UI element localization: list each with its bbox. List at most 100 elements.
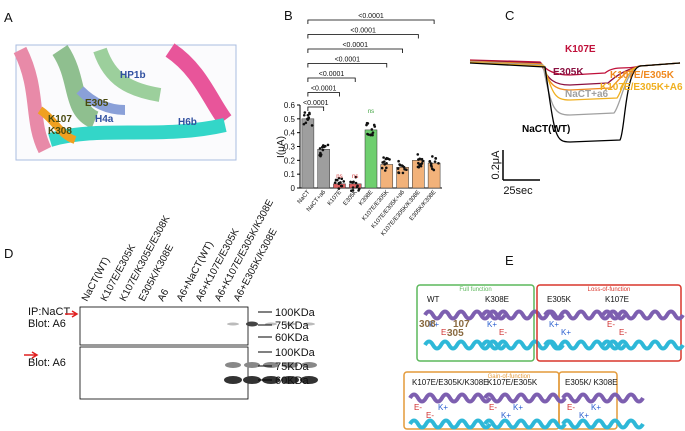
- y-tick-label: 0.4: [284, 129, 296, 138]
- data-dot: [385, 161, 388, 165]
- data-dot: [396, 167, 400, 170]
- x-tick-label: K107E: [327, 189, 343, 207]
- x-tick-label: E305K: [343, 189, 359, 207]
- y-tick-label: 0.2: [284, 156, 296, 165]
- data-dot: [417, 158, 420, 161]
- trace-label: K107E/E305K: [610, 70, 675, 81]
- data-dot: [337, 176, 341, 180]
- trace-label: NaCT+a6: [565, 89, 609, 100]
- item-name: E305K: [547, 295, 572, 304]
- data-dot: [350, 189, 353, 193]
- row-label: Blot: A6: [28, 318, 66, 330]
- item-name: K107E/E305K/K308E: [412, 378, 489, 387]
- data-dot: [428, 160, 432, 163]
- y-tick-label: 0: [291, 184, 296, 193]
- data-dot: [302, 113, 306, 117]
- data-dot: [351, 181, 354, 184]
- group-title: Gain-of-function: [488, 374, 531, 380]
- charge: E-: [489, 403, 497, 412]
- data-dot: [383, 169, 387, 172]
- data-dot: [372, 123, 376, 127]
- charge: E-: [619, 328, 627, 337]
- data-dot: [431, 155, 434, 158]
- data-dot: [405, 168, 408, 172]
- marker-label: 100KDa: [275, 307, 316, 319]
- p-value: <0.0001: [303, 100, 329, 107]
- data-dot: [337, 187, 341, 190]
- charge: K+: [438, 403, 448, 412]
- data-dot: [430, 167, 434, 171]
- data-dot: [351, 186, 355, 189]
- comparison-bracket: [307, 77, 356, 82]
- marker-label: 75KDa: [275, 361, 310, 373]
- bar: [348, 183, 362, 189]
- p-value: <0.0001: [342, 42, 368, 49]
- data-dot: [354, 175, 358, 179]
- group-box: [536, 284, 682, 362]
- helix: [483, 392, 567, 404]
- data-dot: [433, 160, 437, 163]
- data-dot: [339, 184, 343, 188]
- data-dot: [326, 143, 330, 147]
- comparison-bracket: [307, 106, 325, 111]
- arrow: [24, 351, 39, 359]
- data-dot: [357, 187, 361, 191]
- data-dot: [371, 131, 375, 134]
- band: [225, 362, 241, 368]
- charge: K+: [513, 403, 523, 412]
- band: [227, 322, 239, 326]
- data-dot: [367, 133, 370, 136]
- data-dot: [354, 181, 358, 185]
- data-dot: [304, 121, 308, 125]
- comparison-bracket: [307, 63, 388, 68]
- x-tick-label: NaCT: [297, 189, 312, 205]
- helix: [561, 392, 645, 404]
- data-dot: [420, 157, 424, 161]
- band: [303, 322, 315, 326]
- p-value: <0.0001: [358, 13, 384, 20]
- helix: [408, 392, 492, 404]
- ns-label: ns: [336, 174, 342, 180]
- data-dot: [421, 159, 425, 163]
- charge: K+: [591, 403, 601, 412]
- p-value: <0.0001: [319, 71, 345, 78]
- data-dot: [402, 165, 406, 169]
- panel-letter: B: [284, 8, 293, 23]
- data-dot: [319, 153, 323, 156]
- charge: K+: [579, 411, 589, 420]
- band: [244, 362, 260, 368]
- data-dot: [308, 112, 311, 116]
- data-dot: [386, 157, 390, 160]
- charge: K+: [561, 328, 571, 337]
- p-value: <0.0001: [335, 57, 361, 64]
- data-dot: [310, 124, 314, 127]
- structure: [13, 43, 237, 161]
- charge: K+: [501, 411, 511, 420]
- panel-letter: D: [4, 246, 13, 261]
- helix: [408, 418, 492, 430]
- marker-label: 75KDa: [275, 320, 310, 332]
- lane-label: A6: [156, 287, 172, 303]
- band: [246, 321, 258, 327]
- arrow: [65, 310, 79, 318]
- marker-label: 60KDa: [275, 375, 310, 387]
- y-tick-label: 0.6: [284, 101, 296, 110]
- band: [282, 362, 298, 368]
- band: [281, 376, 299, 384]
- group-title: Full function: [459, 287, 491, 293]
- structure-label: H4a: [95, 114, 114, 125]
- structure-label: K308: [48, 126, 72, 137]
- data-dot: [307, 117, 310, 120]
- blot: [79, 346, 249, 400]
- helix: [601, 309, 685, 321]
- structure-label: K107: [48, 114, 72, 125]
- item-name: K107E/E305K: [487, 378, 538, 387]
- data-dot: [397, 171, 401, 175]
- comparison-bracket: [307, 19, 435, 24]
- data-dot: [384, 157, 388, 161]
- charge: E-: [567, 403, 575, 412]
- charge: E-: [441, 328, 449, 337]
- band: [301, 362, 317, 368]
- band: [300, 376, 318, 384]
